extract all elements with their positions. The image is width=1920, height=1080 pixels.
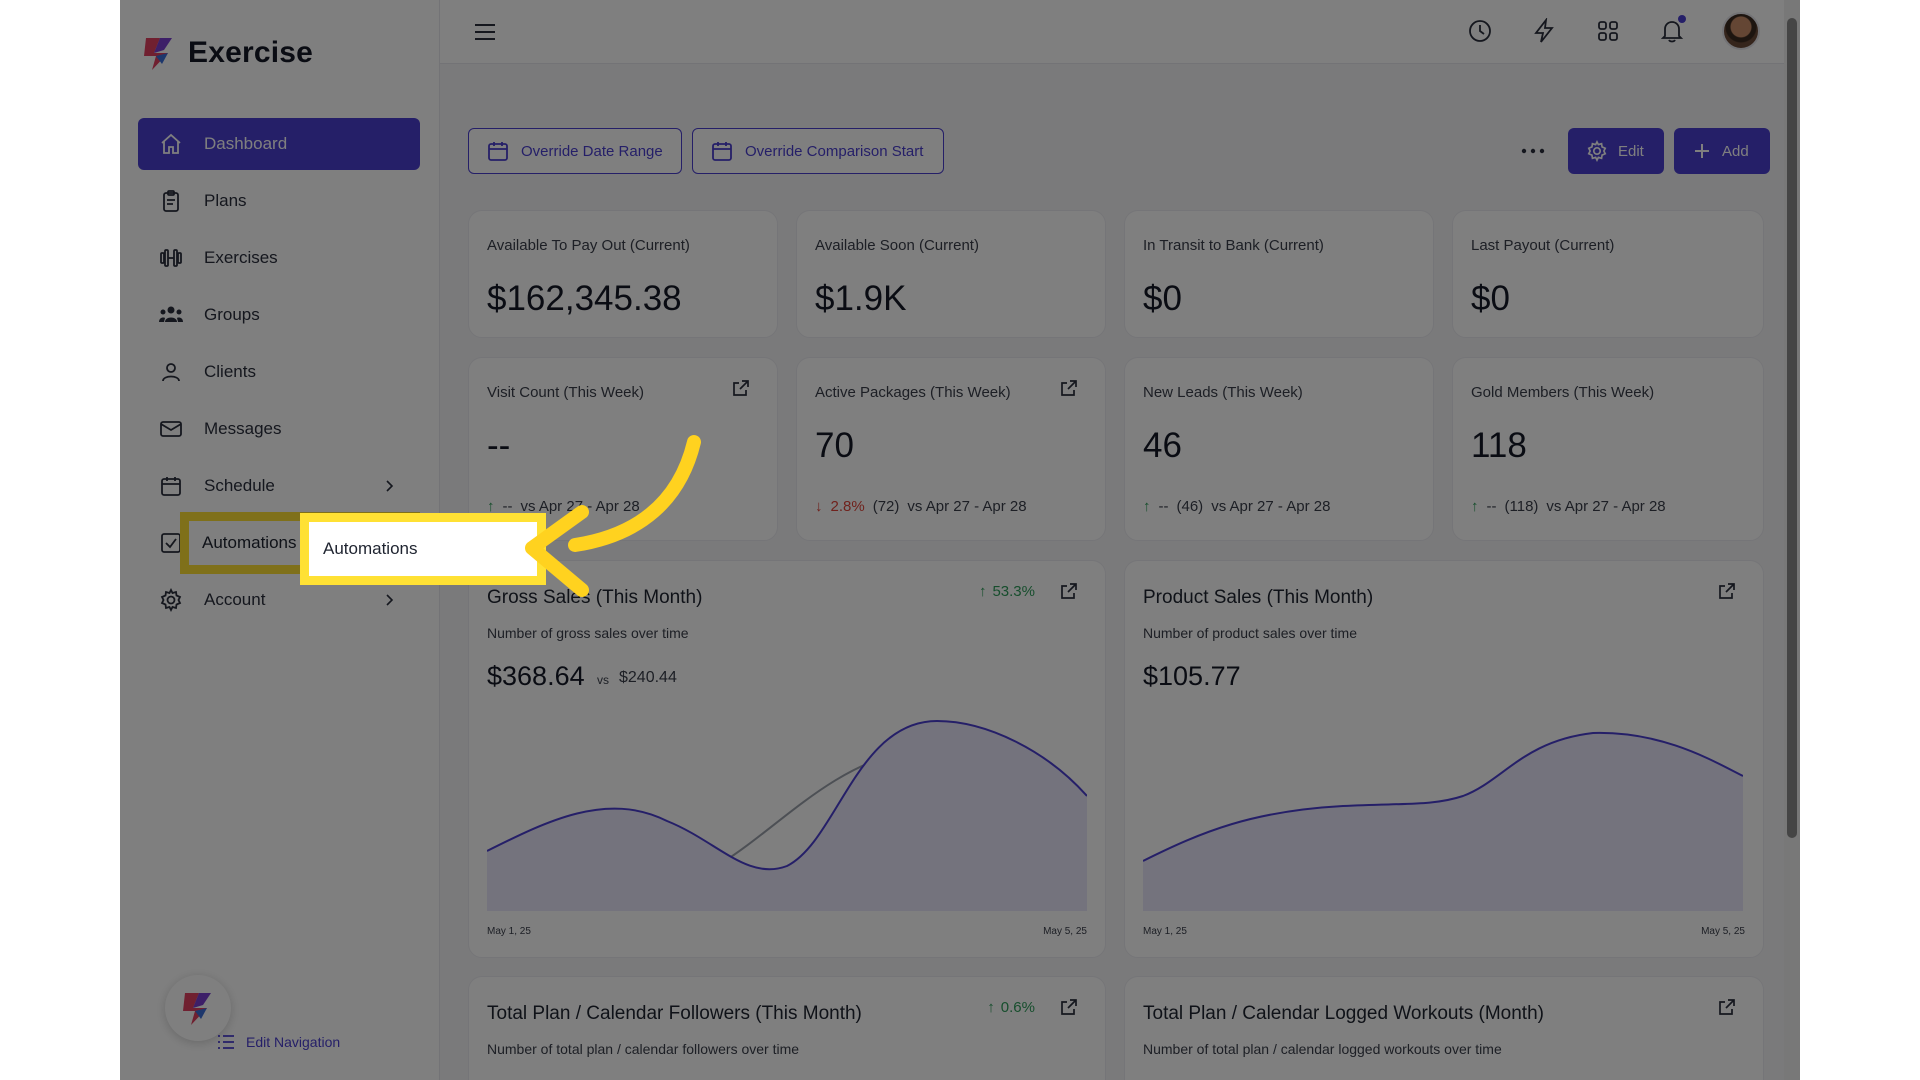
automations-highlight[interactable]: Automations xyxy=(300,513,546,585)
sidebar-item-label: Automations xyxy=(323,539,418,558)
app-window: Exercise Dashboard Plans Exercises xyxy=(120,0,1800,1080)
pointer-arrow-icon xyxy=(525,435,701,597)
